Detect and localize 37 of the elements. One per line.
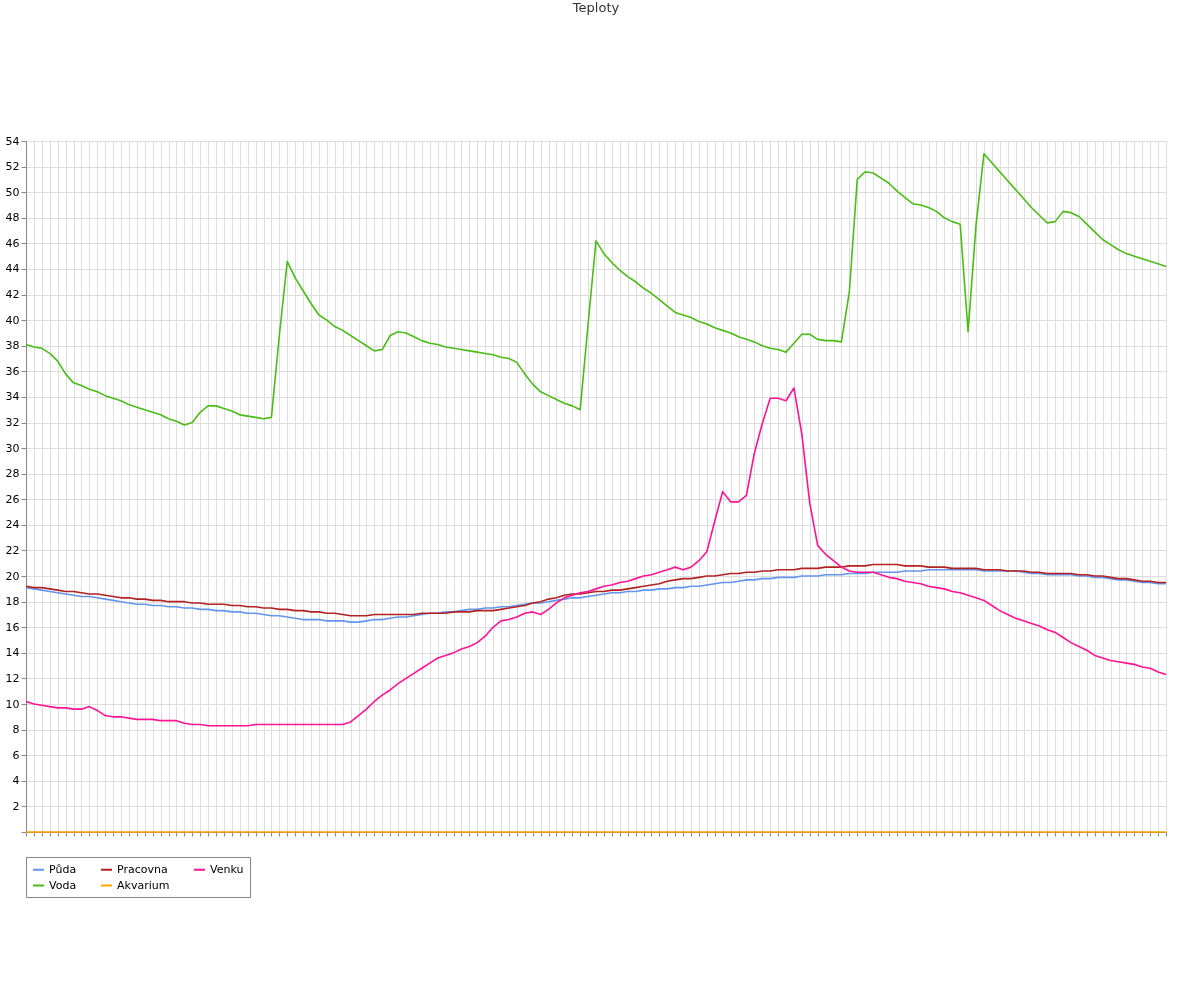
- y-tick-label: 18: [5, 595, 20, 609]
- y-tick-label: 8: [12, 723, 20, 737]
- y-tick-label: 24: [5, 518, 20, 532]
- y-tick-label: 6: [12, 748, 20, 762]
- y-tick-label: 52: [5, 160, 20, 174]
- y-tick-label: 16: [5, 620, 20, 634]
- y-tick-label: 10: [5, 697, 20, 711]
- y-tick-label: 30: [5, 441, 20, 455]
- y-tick-label: 14: [5, 646, 20, 660]
- y-tick-label: 36: [5, 364, 20, 378]
- y-tick-label: 4: [12, 774, 20, 788]
- legend-label: Pracovna: [117, 862, 168, 876]
- line-series: [25, 563, 1167, 617]
- y-tick-label: 38: [5, 339, 20, 353]
- y-tick-label: 22: [5, 543, 20, 557]
- y-tick-label: 44: [5, 262, 20, 276]
- y-tick-label: 48: [5, 211, 20, 225]
- y-tick-label: 32: [5, 416, 20, 430]
- legend-label: Voda: [49, 878, 77, 892]
- y-tick-label: 20: [5, 569, 20, 583]
- y-tick-label: 50: [5, 185, 20, 199]
- chart-title: Teploty: [571, 0, 620, 15]
- y-tick-label: 42: [5, 288, 20, 302]
- y-tick-label: 54: [5, 134, 20, 148]
- legend-label: Venku: [210, 862, 244, 876]
- line-series: [25, 153, 1167, 426]
- line-series: [25, 568, 1167, 623]
- y-tick-label: 46: [5, 236, 20, 250]
- y-tick-label: 28: [5, 467, 20, 481]
- line-series: [25, 387, 1167, 727]
- y-tick-label: 26: [5, 492, 20, 506]
- y-tick-label: 2: [12, 799, 20, 813]
- y-tick-label: 34: [5, 390, 20, 404]
- y-tick-label: 12: [5, 671, 20, 685]
- legend-label: Akvarium: [117, 878, 170, 892]
- legend-label: Půda: [49, 862, 77, 876]
- y-tick-label: 40: [5, 313, 20, 327]
